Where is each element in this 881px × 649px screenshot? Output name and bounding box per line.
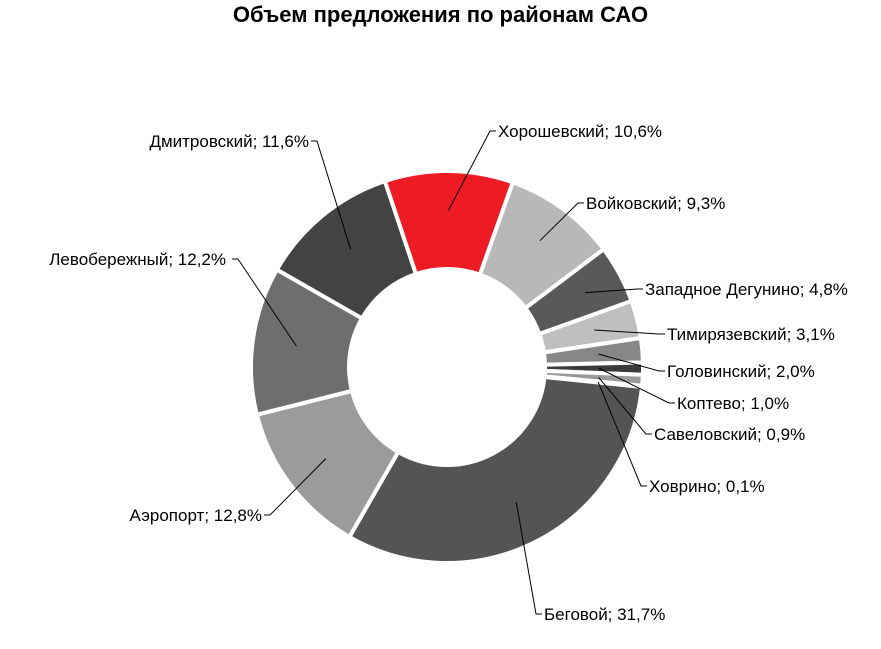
leader-line-11 — [232, 258, 297, 347]
donut-slices — [249, 169, 645, 565]
data-label-5: Головинский; 2,0% — [667, 362, 815, 381]
slice-12 — [274, 178, 419, 322]
data-label-3: Западное Дегунино; 4,8% — [645, 280, 848, 299]
chart-title: Объем предложения по районам САО — [232, 2, 649, 27]
leader-line-2 — [539, 202, 584, 242]
data-label-1: Хорошевский; 10,6% — [498, 122, 662, 141]
leader-line-5 — [598, 353, 665, 372]
leader-line-3 — [585, 288, 643, 294]
leader-line-9 — [515, 502, 542, 615]
leader-line-7 — [598, 376, 652, 435]
leader-lines — [232, 130, 675, 615]
leader-line-10 — [264, 458, 327, 516]
slice-9 — [346, 374, 645, 565]
data-label-12: Дмитровский; 11,6% — [149, 132, 309, 151]
data-label-9: Беговой; 31,7% — [544, 605, 665, 624]
leader-line-4 — [594, 329, 665, 335]
data-label-6: Коптево; 1,0% — [677, 394, 789, 413]
data-labels: Хорошевский; 10,6% Войковский; 9,3% Западн… — [49, 122, 848, 624]
data-label-7: Савеловский; 0,9% — [654, 425, 805, 444]
leader-line-6 — [598, 367, 675, 404]
data-label-10: Аэропорт; 12,8% — [130, 506, 262, 525]
data-label-2: Войковский; 9,3% — [586, 194, 725, 213]
leader-line-8 — [597, 381, 647, 487]
data-label-11: Левобережный; 12,2% — [49, 250, 226, 269]
data-label-4: Тимирязевский; 3,1% — [667, 325, 835, 344]
data-label-8: Ховрино; 0,1% — [649, 477, 765, 496]
leader-line-12 — [311, 140, 352, 250]
leader-line-1 — [448, 130, 496, 211]
